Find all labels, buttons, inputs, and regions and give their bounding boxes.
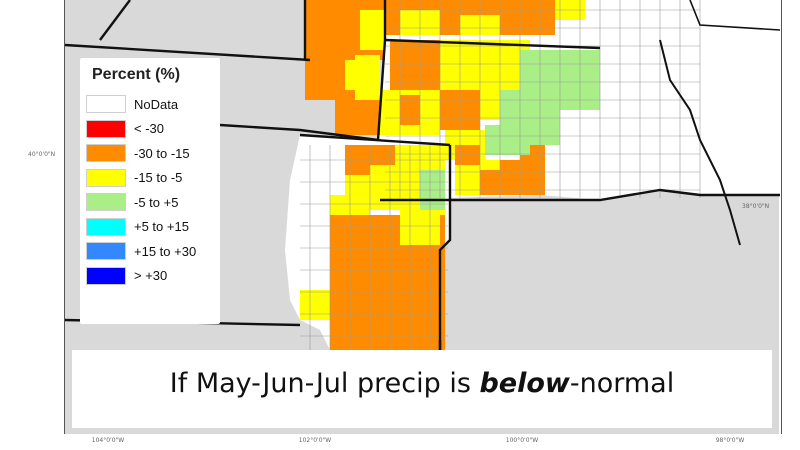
legend-swatch bbox=[86, 266, 126, 285]
caption-panel: If May-Jun-Jul precip is below-normal bbox=[72, 350, 772, 428]
legend-label: NoData bbox=[134, 96, 179, 112]
legend-list: NoData < -30 -30 to -15 -15 to -5 -5 to +5 +5… bbox=[86, 92, 214, 288]
caption-emphasis: below bbox=[479, 368, 570, 399]
legend-swatch bbox=[86, 242, 126, 261]
legend-title: Percent (%) bbox=[92, 66, 181, 83]
legend-label: > +30 bbox=[134, 268, 168, 284]
caption-suffix: -normal bbox=[569, 368, 675, 399]
legend-label: -15 to -5 bbox=[134, 170, 183, 186]
legend-item: < -30 bbox=[86, 117, 214, 142]
legend-item: +5 to +15 bbox=[86, 215, 214, 240]
latitude-label: 40°0'0"N bbox=[28, 151, 56, 158]
legend-item: -30 to -15 bbox=[86, 141, 214, 166]
caption-prefix: If May-Jun-Jul precip is bbox=[169, 368, 480, 399]
county-grid bbox=[300, 0, 701, 350]
longitude-label: 102°0'0"W bbox=[298, 437, 332, 444]
legend-item: -5 to +5 bbox=[86, 190, 214, 215]
legend-swatch bbox=[86, 95, 126, 114]
legend-label: +5 to +15 bbox=[134, 219, 189, 235]
legend-label: -30 to -15 bbox=[134, 145, 190, 161]
longitude-label: 100°0'0"W bbox=[505, 437, 539, 444]
legend-label: < -30 bbox=[134, 121, 164, 137]
legend-item: -15 to -5 bbox=[86, 166, 214, 191]
map-legend: Percent (%) NoData < -30 -30 to -15 -15 to … bbox=[80, 58, 220, 324]
legend-label: -5 to +5 bbox=[134, 194, 179, 210]
legend-label: +15 to +30 bbox=[134, 243, 197, 259]
legend-swatch bbox=[86, 217, 126, 236]
legend-swatch bbox=[86, 119, 126, 138]
map-caption: If May-Jun-Jul precip is below-normal bbox=[72, 368, 772, 399]
longitude-label: 98°0'0"W bbox=[715, 437, 745, 444]
legend-item: +15 to +30 bbox=[86, 239, 214, 264]
latitude-label: 38°0'0"N bbox=[742, 203, 770, 210]
state-border-line bbox=[689, 0, 781, 31]
legend-swatch bbox=[86, 193, 126, 212]
state-borders bbox=[64, 0, 780, 350]
legend-item: > +30 bbox=[86, 264, 214, 289]
longitude-label: 104°0'0"W bbox=[91, 437, 125, 444]
legend-swatch bbox=[86, 144, 126, 163]
legend-swatch bbox=[86, 168, 126, 187]
legend-item: NoData bbox=[86, 92, 214, 117]
